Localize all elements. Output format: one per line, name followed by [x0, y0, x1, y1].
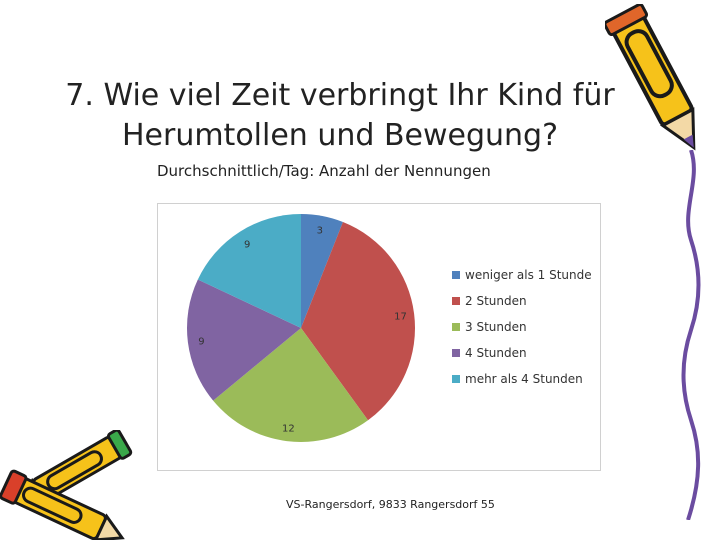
pie-slice-2: [301, 222, 415, 421]
pie-slice-1: [301, 214, 343, 328]
pencils-icon: [0, 430, 133, 540]
pencil-icon: [605, 4, 696, 151]
legend-swatch-4: [452, 349, 460, 357]
data-label-5: 9: [244, 239, 250, 250]
data-label-2: 17: [394, 311, 407, 322]
legend-label-3: 3 Stunden: [465, 320, 527, 334]
pie-slice-5: [197, 214, 301, 328]
pie-slice-4: [187, 279, 301, 401]
pie-chart-svg: 3 17 12 9 9 weniger als 1 Stunde 2 Stunden 3 St…: [187, 214, 592, 442]
legend-swatch-3: [452, 323, 460, 331]
legend-swatch-2: [452, 297, 460, 305]
pie-chart: 3 17 12 9 9 weniger als 1 Stunde 2 Stunden 3 St…: [157, 203, 601, 471]
title-line-2: Herumtollen und Bewegung?: [121, 118, 559, 153]
squiggle-line-icon: [681, 150, 701, 520]
pie-slice-3: [213, 328, 369, 442]
legend-label-5: mehr als 4 Stunden: [465, 372, 583, 386]
footer-text: VS-Rangersdorf, 9833 Rangersdorf 55: [286, 498, 495, 511]
data-label-4: 9: [198, 337, 204, 348]
data-label-1: 3: [317, 225, 323, 236]
legend-label-2: 2 Stunden: [465, 294, 527, 308]
legend-label-1: weniger als 1 Stunde: [465, 268, 592, 282]
slide-title: 7. Wie viel Zeit verbringt Ihr Kind für …: [40, 76, 640, 156]
slide-subtitle: Durchschnittlich/Tag: Anzahl der Nennung…: [157, 162, 491, 180]
title-line-1: 7. Wie viel Zeit verbringt Ihr Kind für: [65, 78, 615, 113]
data-label-3: 12: [282, 424, 295, 435]
legend-label-4: 4 Stunden: [465, 346, 527, 360]
legend-swatch-1: [452, 271, 460, 279]
legend-swatch-5: [452, 375, 460, 383]
